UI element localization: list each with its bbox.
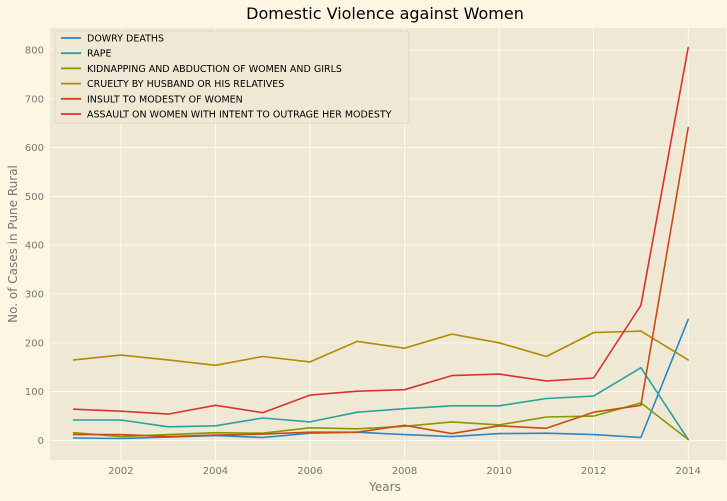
x-tick-label: 2012 xyxy=(581,466,606,477)
y-tick-label: 400 xyxy=(25,241,44,252)
y-tick-label: 100 xyxy=(25,387,44,398)
series-line xyxy=(72,402,690,441)
y-tick-label: 800 xyxy=(25,45,44,56)
series-line xyxy=(72,126,690,438)
x-tick-label: 2004 xyxy=(203,466,228,477)
y-axis-label: No. of Cases in Pune Rural xyxy=(6,165,20,323)
x-tick-label: 2014 xyxy=(675,466,700,477)
legend: DOWRY DEATHS RAPE KIDNAPPING AND ABDUCTION… xyxy=(54,30,410,124)
series-line xyxy=(72,366,690,441)
x-tick-label: 2010 xyxy=(486,466,511,477)
series-line xyxy=(72,330,690,367)
y-tick-labels: 0 100 200 300 400 500 600 700 800 xyxy=(25,45,44,447)
legend-entry-label: DOWRY DEATHS xyxy=(87,34,164,45)
y-tick-label: 700 xyxy=(25,94,44,105)
y-tick-label: 500 xyxy=(25,192,44,203)
series-lines xyxy=(72,46,690,441)
x-axis-label: Years xyxy=(368,480,401,494)
legend-entry-label: INSULT TO MODESTY OF WOMEN xyxy=(87,94,243,105)
legend-entry-label: RAPE xyxy=(87,49,111,60)
y-tick-label: 0 xyxy=(38,436,44,447)
legend-box xyxy=(54,30,410,124)
x-tick-label: 2006 xyxy=(297,466,322,477)
y-tick-label: 300 xyxy=(25,290,44,301)
y-tick-label: 600 xyxy=(25,143,44,154)
legend-entry-label: CRUELTY BY HUSBAND OR HIS RELATIVES xyxy=(87,79,284,90)
y-tick-label: 200 xyxy=(25,338,44,349)
legend-entry-label: KIDNAPPING AND ABDUCTION OF WOMEN AND GI… xyxy=(87,64,342,75)
chart-title: Domestic Violence against Women xyxy=(246,4,524,23)
x-tick-label: 2008 xyxy=(392,466,417,477)
legend-entry-label: ASSAULT ON WOMEN WITH INTENT TO OUTRAGE … xyxy=(87,110,392,121)
series-line xyxy=(72,46,690,415)
x-tick-labels: 2002 2004 2006 2008 2010 2012 2014 xyxy=(108,466,701,477)
x-tick-label: 2002 xyxy=(108,466,133,477)
